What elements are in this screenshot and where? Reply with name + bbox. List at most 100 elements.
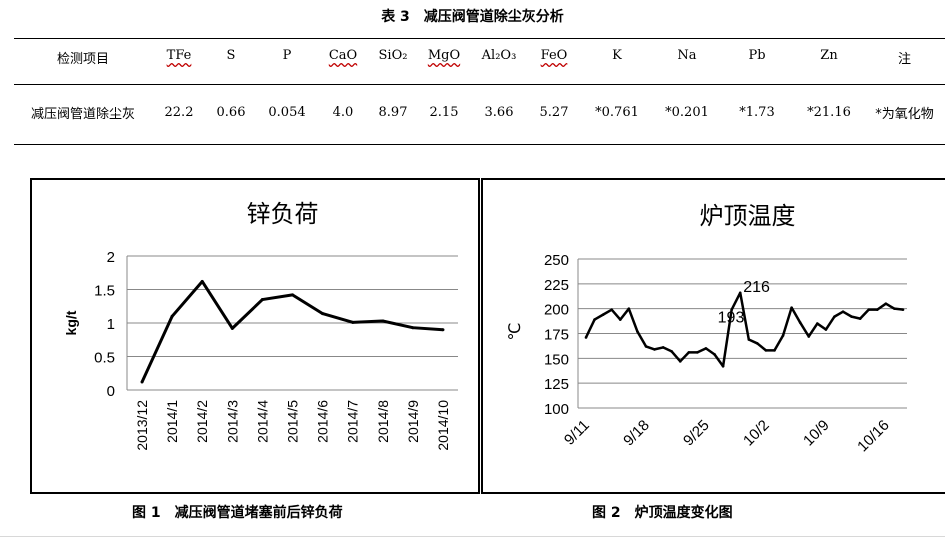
data-point [170, 314, 174, 318]
data-point [790, 306, 793, 309]
data-point [858, 317, 862, 320]
header-cell: Al₂O₃ [481, 48, 517, 63]
data-point [730, 308, 733, 311]
y-tick-label: 250 [544, 252, 569, 269]
y-tick-label: 2 [107, 249, 115, 266]
header-cell: P [282, 48, 292, 63]
y-tick-label: 175 [544, 327, 569, 344]
x-tick-label: 2013/12 [134, 400, 150, 451]
table-cell: 4.0 [318, 84, 368, 129]
data-point [610, 308, 614, 311]
data-point [411, 326, 415, 330]
data-label: 193 [718, 310, 745, 327]
table-cell: 22.2 [152, 84, 206, 129]
data-point [351, 320, 355, 324]
data-label-peak: 216 [743, 279, 770, 296]
data-point [618, 318, 622, 321]
data-point [381, 319, 385, 323]
data-point [841, 310, 845, 313]
data-point [738, 291, 742, 295]
table-cell: 8.97 [368, 84, 418, 129]
data-point [781, 334, 785, 337]
table-cell: *21.16 [794, 84, 864, 129]
series-line [140, 279, 444, 383]
data-point [901, 308, 905, 311]
page-bottom-line [0, 536, 945, 537]
data-point [850, 315, 853, 318]
x-tick-label: 2014/9 [405, 400, 421, 443]
table-bottom-rule [14, 144, 945, 145]
data-point [670, 350, 673, 353]
chart-title: 炉顶温度 [700, 202, 796, 230]
data-point [756, 342, 759, 345]
data-point [636, 330, 639, 333]
header-cell: K [612, 48, 622, 63]
x-tick-label: 2014/8 [375, 400, 391, 443]
header-cell: Zn [820, 48, 838, 63]
y-tick-label: 1.5 [94, 283, 115, 300]
data-point [807, 335, 811, 338]
figure-1-caption: 图 1 减压阀管道堵塞前后锌负荷 [132, 505, 343, 521]
header-cell: Na [677, 48, 697, 63]
data-point [441, 328, 445, 332]
table-cell: 5.27 [528, 84, 580, 129]
data-point [678, 360, 682, 363]
y-tick-label: 200 [544, 302, 569, 319]
y-tick-label: 0.5 [94, 350, 115, 367]
table-cell: 0.054 [256, 84, 318, 129]
data-point [321, 312, 325, 316]
data-point [875, 308, 879, 311]
data-point [593, 318, 596, 321]
header-cell: TFe [166, 48, 192, 63]
x-tick-label: 2014/2 [194, 400, 210, 443]
table-cell: *1.73 [720, 84, 794, 129]
header-cell: Pb [748, 48, 766, 63]
top-temperature-chart-svg: 炉顶温度 100 125 150 175 200 225 250 ℃ 9/11 9/18 9/25 10… [505, 202, 907, 456]
table-cell: *0.761 [580, 84, 654, 129]
top-temperature-chart: 炉顶温度 100 125 150 175 200 225 250 ℃ 9/11 9/18 9/25 10… [481, 178, 945, 494]
data-point [764, 349, 768, 352]
header-cell: MgO [427, 48, 461, 63]
data-point [773, 349, 776, 352]
header-cell: CaO [328, 48, 358, 63]
x-tick-label: 10/16 [854, 417, 893, 456]
x-tick-label: 9/11 [561, 417, 593, 449]
x-tick-label: 10/2 [740, 417, 773, 450]
data-point [661, 346, 665, 349]
header-cell: S [226, 48, 236, 63]
table-cell: *为氧化物 [864, 84, 945, 129]
x-tick-label: 2014/4 [254, 400, 270, 443]
y-tick-label: 225 [544, 277, 569, 294]
x-tick-label: 10/9 [800, 417, 833, 450]
zinc-load-chart: 锌负荷 0 0.5 1 1.5 2 kg/t 2013/12 2014/1 2014/2 2014/… [30, 178, 480, 494]
x-tick-label: 2014/5 [285, 400, 301, 443]
data-point [644, 345, 648, 348]
data-point [884, 302, 888, 305]
x-tick-label: 2014/10 [435, 400, 451, 451]
y-axis-label: kg/t [63, 310, 79, 335]
y-tick-label: 0 [107, 383, 115, 400]
data-point [140, 380, 144, 384]
data-point [601, 313, 605, 316]
data-point [747, 338, 751, 341]
header-cell: 检测项目 [56, 52, 109, 67]
data-point [584, 336, 588, 339]
x-tick-label: 9/18 [620, 417, 653, 450]
x-tick-label: 2014/3 [224, 400, 240, 443]
data-point [893, 307, 896, 310]
y-tick-label: 150 [544, 351, 569, 368]
header-cell: 注 [897, 52, 911, 67]
x-tick-label: 2014/1 [164, 400, 180, 443]
table-cell: 0.66 [206, 84, 256, 129]
table-header-row: 检测项目 TFe S P CaO SiO₂ MgO Al₂O₃ FeO K Na… [14, 48, 945, 85]
data-point [824, 328, 828, 331]
data-point [721, 364, 725, 368]
table-cell: 3.66 [470, 84, 528, 129]
zinc-load-chart-svg: 锌负荷 0 0.5 1 1.5 2 kg/t 2013/12 2014/1 2014/2 2014/… [63, 200, 458, 451]
y-tick-label: 1 [107, 316, 115, 333]
table-cell: 2.15 [418, 84, 470, 129]
data-point [696, 351, 699, 354]
data-point [200, 279, 204, 283]
data-point [627, 307, 631, 310]
table-title: 表 3 减压阀管道除尘灰分析 [381, 9, 564, 25]
